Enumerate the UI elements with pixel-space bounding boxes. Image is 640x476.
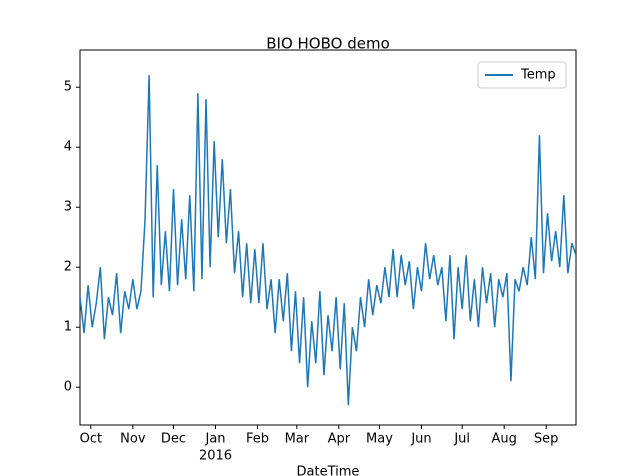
x-tick-label: Jul (453, 432, 470, 447)
y-tick-label: 0 (64, 380, 72, 395)
plot-frame (79, 49, 577, 426)
x-tick-label: Oct (80, 432, 102, 447)
x-tick-label: Dec (161, 432, 186, 447)
x-tick-label: Apr (328, 432, 351, 447)
y-tick-label: 3 (64, 200, 72, 215)
y-tick-label: 4 (64, 140, 72, 155)
y-tick-label: 5 (64, 80, 72, 95)
x-tick-label: Mar (285, 432, 310, 447)
legend-box (477, 61, 567, 89)
x-axis-label: DateTime (297, 465, 360, 476)
data-line (80, 75, 576, 406)
y-tick-label: 1 (64, 320, 72, 335)
y-tick-label: 2 (64, 260, 72, 275)
x-tick-label: Nov (120, 432, 146, 447)
x-tick-label: Feb (246, 432, 269, 447)
chart-title: BIO HOBO demo (266, 35, 390, 53)
x-tick-label: Sep (534, 432, 559, 447)
legend: Temp (477, 61, 567, 89)
x-tick-label: Jun (410, 432, 431, 447)
year-label: 2016 (199, 449, 232, 464)
x-tick-label: Aug (491, 432, 516, 447)
legend-label: Temp (520, 68, 556, 83)
x-tick-label: May (366, 432, 393, 447)
x-tick-label: Jan (204, 432, 225, 447)
